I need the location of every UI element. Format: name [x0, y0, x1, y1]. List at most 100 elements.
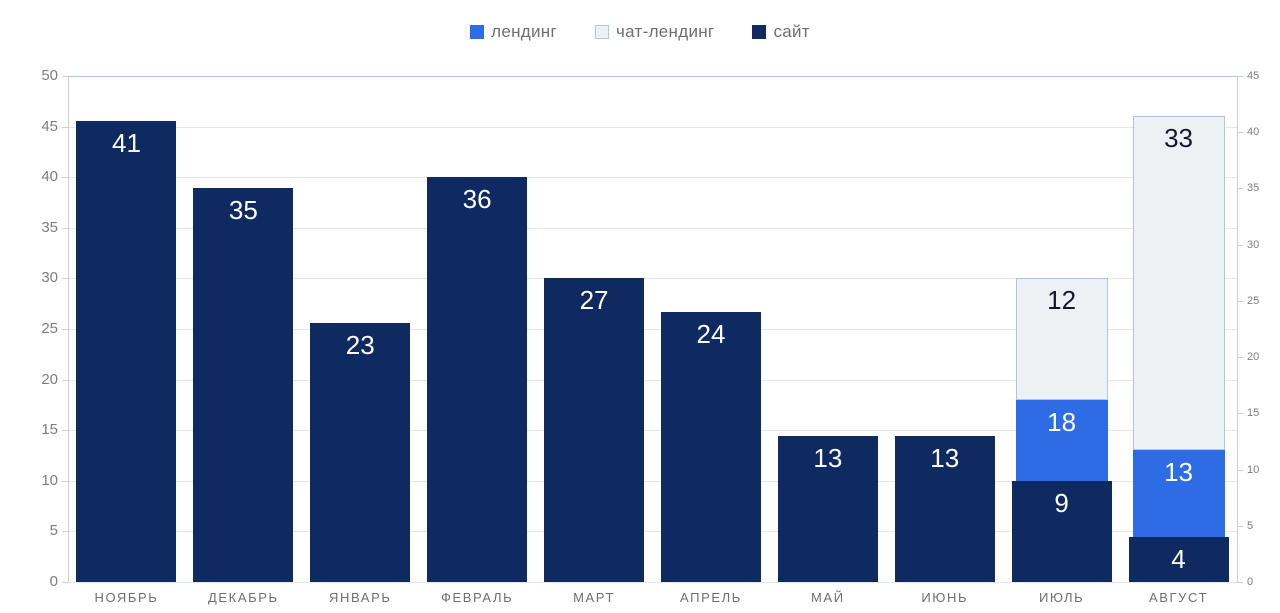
- left-axis-tick-label: 35: [41, 218, 58, 236]
- plot-top-border: [68, 76, 1237, 77]
- left-axis-tick: [62, 329, 68, 330]
- site-swatch-icon: [752, 25, 767, 39]
- gridline: [68, 177, 1237, 179]
- right-axis-tick: [1237, 188, 1243, 190]
- left-axis-tick: [62, 126, 68, 128]
- chat-landing-swatch-icon: [594, 25, 609, 39]
- gridline: [68, 126, 1237, 128]
- bar-segment-site[interactable]: [193, 188, 294, 582]
- x-axis-label: ЯНВАРЬ: [328, 590, 392, 605]
- left-axis-tick-label: 40: [41, 168, 58, 186]
- left-axis-tick-label: 20: [41, 370, 58, 388]
- left-axis-tick: [62, 227, 68, 229]
- right-axis-tick-label: 35: [1247, 182, 1260, 195]
- left-axis-tick: [62, 278, 68, 280]
- right-axis-tick-label: 25: [1247, 294, 1260, 307]
- bar-segment-site[interactable]: [1011, 480, 1112, 582]
- bar-segment-site[interactable]: [310, 323, 411, 582]
- bar-value-label: 23: [345, 330, 375, 361]
- left-axis-line: [68, 76, 69, 582]
- left-axis-tick-label: 50: [41, 67, 58, 84]
- right-axis-tick: [1237, 300, 1243, 302]
- left-axis-tick: [62, 76, 68, 77]
- left-axis-tick-label: 30: [41, 269, 58, 287]
- legend-item-chat-landing[interactable]: чат-лендинг: [594, 22, 715, 42]
- left-axis-tick-label: 5: [49, 522, 58, 540]
- legend-label-chat-landing: чат-лендинг: [615, 22, 715, 41]
- right-axis-tick-label: 45: [1247, 70, 1260, 82]
- landing-swatch-icon: [470, 25, 485, 39]
- legend-label-landing: лендинг: [491, 22, 557, 41]
- right-axis-tick-label: 5: [1247, 519, 1254, 532]
- gridline: [68, 379, 1237, 381]
- right-axis-tick-label: 40: [1247, 126, 1260, 139]
- bar-segment-site[interactable]: [660, 312, 761, 582]
- left-axis-tick: [62, 480, 68, 482]
- bar-value-label: 33: [1164, 123, 1193, 154]
- bar-value-label: 36: [462, 184, 492, 215]
- right-axis-tick: [1237, 244, 1243, 246]
- bar-segment-chat-landing[interactable]: [1132, 116, 1225, 451]
- bar-value-label: 35: [228, 195, 258, 226]
- bar-value-label: 41: [111, 127, 141, 158]
- bar-value-label: 24: [696, 319, 726, 350]
- x-axis-label: МАРТ: [573, 590, 615, 605]
- right-axis-tick-label: 10: [1247, 463, 1260, 476]
- bar-segment-site[interactable]: [777, 435, 878, 582]
- bar-segment-site[interactable]: [427, 177, 528, 582]
- left-axis-tick-label: 45: [41, 117, 58, 135]
- right-axis-tick: [1237, 76, 1243, 77]
- right-axis-tick-label: 30: [1247, 238, 1260, 251]
- left-axis-tick-label: 25: [41, 320, 58, 337]
- gridline: [68, 278, 1237, 280]
- x-axis-label: МАЙ: [811, 590, 845, 605]
- left-axis-tick-label: 15: [41, 421, 58, 439]
- right-axis-tick: [1237, 413, 1243, 415]
- right-axis-tick-label: 15: [1247, 407, 1260, 420]
- bar-segment-site[interactable]: [1128, 537, 1229, 582]
- right-axis-tick: [1237, 132, 1243, 134]
- x-axis-line: [68, 582, 1237, 583]
- bar-value-label: 27: [579, 285, 609, 316]
- left-axis-tick-label: 0: [49, 573, 58, 590]
- legend: лендинг чат-лендинг сайт: [0, 22, 1280, 42]
- gridline: [68, 430, 1237, 432]
- gridline: [68, 531, 1237, 533]
- bar-value-label: 13: [1164, 457, 1193, 488]
- x-axis-label: ИЮЛЬ: [1038, 590, 1085, 605]
- left-axis-tick: [62, 177, 68, 179]
- x-axis-label: ДЕКАБРЬ: [208, 590, 279, 605]
- bar-segment-site[interactable]: [76, 120, 177, 582]
- right-axis-tick-label: 20: [1247, 351, 1260, 364]
- x-axis-label: НОЯБРЬ: [94, 590, 159, 605]
- right-axis-tick: [1237, 469, 1243, 471]
- left-axis-tick: [62, 582, 68, 583]
- bar-value-label: 18: [1047, 406, 1077, 437]
- gridline: [68, 227, 1237, 229]
- right-axis-tick-label: 0: [1247, 576, 1254, 588]
- bar-value-label: 13: [813, 442, 843, 473]
- bar-value-label: 13: [930, 442, 960, 473]
- gridline: [68, 480, 1237, 482]
- legend-label-site: сайт: [773, 22, 810, 41]
- bar-segment-site[interactable]: [894, 435, 995, 582]
- x-axis-label: АВГУСТ: [1148, 590, 1209, 605]
- left-axis-tick: [62, 531, 68, 533]
- legend-item-landing[interactable]: лендинг: [470, 22, 557, 42]
- right-axis-tick: [1237, 357, 1243, 359]
- left-axis-tick: [62, 430, 68, 432]
- right-axis-tick: [1237, 525, 1243, 527]
- bar-value-label: 9: [1054, 487, 1069, 518]
- left-axis-tick-label: 10: [41, 471, 58, 489]
- x-axis-label: ИЮНЬ: [921, 590, 969, 605]
- right-axis-line: [1237, 76, 1238, 582]
- plot-area: 41 35 23 36 27 24 13 13 12 18 9 33 13 4: [62, 76, 1243, 583]
- left-axis-tick: [62, 379, 68, 381]
- bar-value-label: 12: [1047, 285, 1077, 316]
- x-axis-label: ФЕВРАЛЬ: [441, 590, 514, 605]
- right-axis-tick: [1237, 582, 1243, 583]
- bar-segment-chat-landing[interactable]: [1015, 278, 1108, 400]
- legend-item-site[interactable]: сайт: [752, 22, 810, 42]
- bar-segment-site[interactable]: [544, 278, 645, 582]
